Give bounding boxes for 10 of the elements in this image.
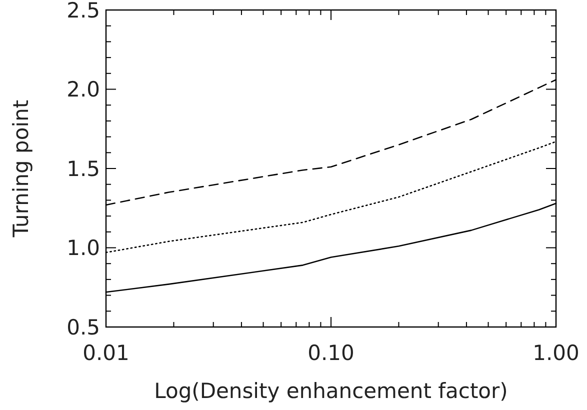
y-axis-title: Turning point: [9, 100, 33, 238]
x-axis-title: Log(Density enhancement factor): [154, 379, 508, 403]
y-tick-label: 1.0: [66, 236, 100, 260]
x-tick-label: 0.01: [82, 341, 130, 365]
y-tick-label: 0.5: [66, 315, 100, 340]
y-tick-label: 2.5: [66, 0, 100, 22]
x-tick-label: 1.00: [532, 341, 580, 365]
y-tick-label: 1.5: [66, 156, 100, 181]
x-tick-label: 0.10: [308, 341, 354, 365]
y-tick-label: 2.0: [66, 78, 100, 102]
